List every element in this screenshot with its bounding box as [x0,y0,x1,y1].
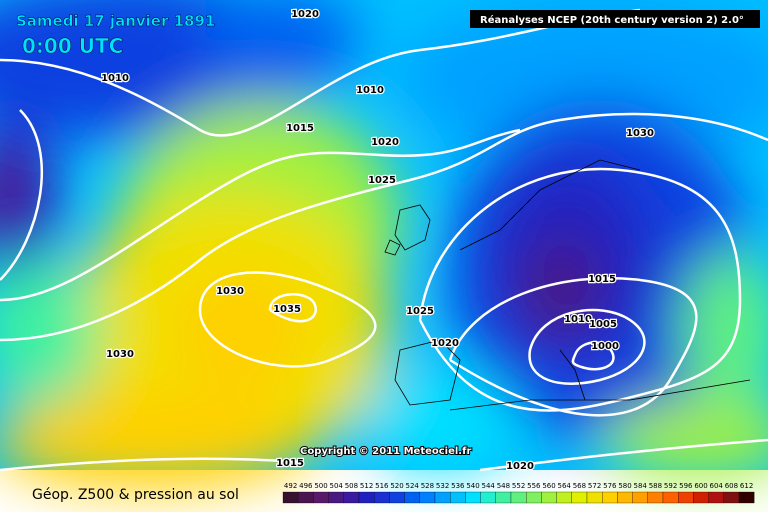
legend-swatch [404,491,420,504]
legend-swatch [419,491,436,504]
isobars [0,8,768,472]
legend-swatch [602,491,618,504]
legend-swatch [541,491,557,504]
legend-swatch [480,491,496,504]
source: Réanalyses NCEP (20th century version 2)… [480,14,744,26]
time: 0:00 UTC [22,34,123,58]
legend-label: 508 [345,482,358,490]
isobar-label: 1025 [368,175,396,186]
legend-swatch [374,491,390,504]
legend-swatch [510,491,527,504]
source-box [470,10,760,28]
legend-swatch [495,491,512,504]
legend-label: 492 [284,482,297,490]
legend-swatch [571,491,588,504]
legend-label: 584 [634,482,648,490]
isobar-label: 1015 [286,123,314,134]
legend-label: 548 [497,482,510,490]
isobar-label: 1000 [591,341,619,352]
legend-swatch [313,491,329,504]
legend-label: 512 [360,482,373,490]
isobar-label: 1030 [626,128,654,139]
legend-label: 568 [573,482,586,490]
isobar-label: 1020 [291,9,319,20]
legend-swatch [632,491,648,504]
legend-label: 612 [740,482,753,490]
legend-swatch [526,491,542,504]
legend-label: 592 [664,482,677,490]
legend-swatch [678,491,694,504]
legend-swatch [389,491,405,504]
legend-label: 520 [390,482,403,490]
isobar-label: 1020 [506,461,534,472]
date: Samedi 17 janvier 1891 [16,12,215,30]
legend-label: 532 [436,482,449,490]
legend-label: 536 [451,482,465,490]
legend-swatch [343,491,360,504]
isobar-label: 1030 [216,286,244,297]
legend-label: 504 [330,482,344,490]
legend-label: 600 [694,482,707,490]
legend-swatch [328,491,344,504]
legend-label: 540 [466,482,479,490]
legend: 492 496 500 504 508 512 516 520 524 528 532 536 540 5… [282,482,755,504]
legend-swatch [465,491,481,504]
legend-swatch [693,491,709,504]
legend-label: 580 [618,482,631,490]
legend-swatch [586,491,603,504]
legend-label: 500 [314,482,327,490]
isobar-label: 1015 [588,274,616,285]
legend-swatch [556,491,572,504]
legend-label: 588 [649,482,662,490]
legend-swatch [708,491,724,504]
isobar-labels: 1020 1010 1010 1015 1020 1025 1030 1030 1035… [100,8,655,474]
legend-label: 576 [603,482,617,490]
copyright: Copyright © 2011 Meteociel.fr [300,446,471,457]
legend-swatch [450,491,466,504]
isobar-label: 1035 [273,304,301,315]
isobar-label: 1010 [564,314,592,325]
legend-swatch [358,491,375,504]
legend-label: 572 [588,482,601,490]
legend-label: 596 [679,482,693,490]
legend-swatch [738,491,755,504]
legend-label: 556 [527,482,541,490]
legend-swatch [298,491,314,504]
isobar-label: 1015 [276,458,304,469]
isobar-label: 1005 [589,319,617,330]
legend-label: 496 [299,482,313,490]
isobar-label: 1020 [431,338,459,349]
coastlines [384,159,751,411]
legend-label: 560 [542,482,555,490]
legend-swatch [617,491,633,504]
legend-label: 544 [482,482,496,490]
isobar-label: 1010 [101,73,129,84]
isobar-label: 1010 [356,85,384,96]
legend-label: 524 [406,482,420,490]
legend-swatch [434,491,451,504]
legend-swatch [282,491,299,504]
legend-swatch [647,491,664,504]
isobar-label: 1025 [406,306,434,317]
isobar-label: 1020 [371,137,399,148]
legend-label: 528 [421,482,434,490]
footer-title: Géop. Z500 & pression au sol [32,487,239,503]
legend-swatch [662,491,679,504]
legend-label: 604 [710,482,724,490]
legend-swatch [723,491,740,504]
legend-label: 564 [558,482,572,490]
legend-label: 516 [375,482,389,490]
legend-label: 608 [725,482,738,490]
legend-label: 552 [512,482,525,490]
isobar-label: 1030 [106,349,134,360]
